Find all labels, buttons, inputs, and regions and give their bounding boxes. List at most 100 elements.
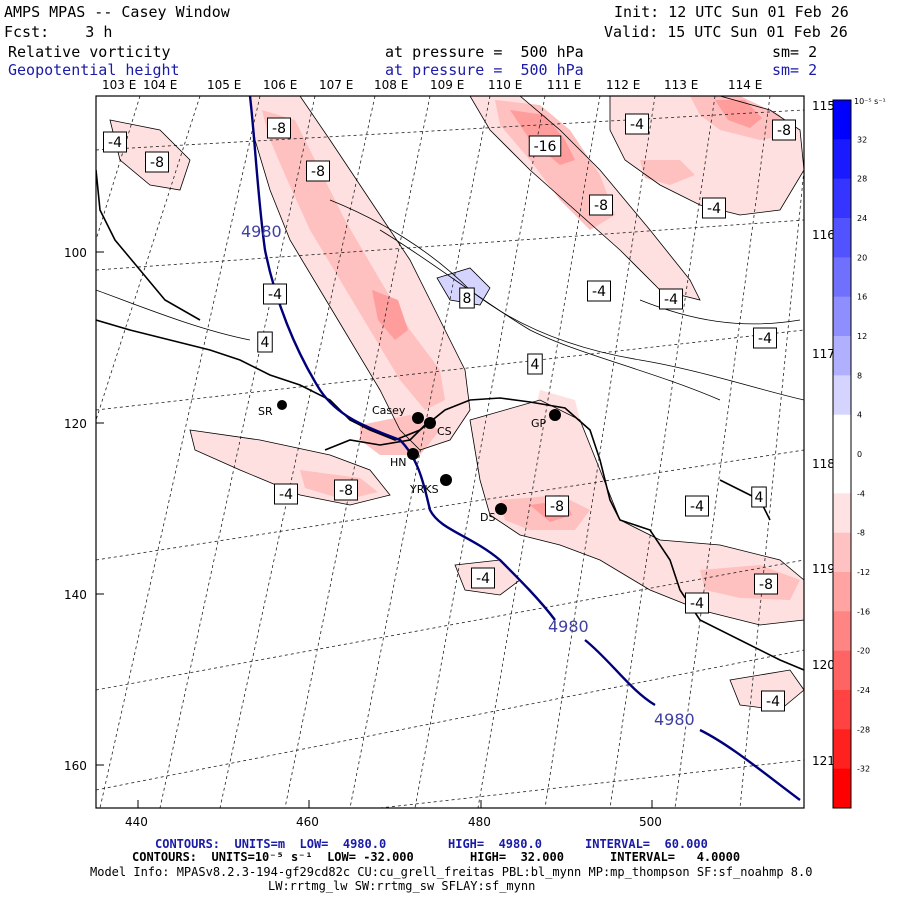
vorticity-label: -8 [754,573,778,595]
vorticity-label-box [545,495,569,517]
plot-frame [95,95,805,809]
vorticity-label: 4 [257,331,273,353]
color-bar-label: 24 [857,214,867,223]
color-bar-swatch [833,611,851,652]
left-tick-label: 120 [64,417,87,431]
vorticity-label-box [528,135,562,157]
color-bar-label: 20 [857,253,867,262]
vorticity-label-text: -4 [630,117,644,133]
vorticity-label: -8 [772,119,796,141]
color-bar-swatch [833,532,851,573]
footer-height-contours: CONTOURS: UNITS=m LOW= 4980.0 [155,837,387,851]
vorticity-label-box [274,483,298,505]
field2-smoothing: sm= 2 [772,61,818,79]
vorticity-label-text: -8 [150,155,164,171]
vorticity-label-text: -4 [690,596,704,612]
color-bar-label: -8 [857,529,865,538]
lon-label: 103 E [102,78,136,92]
vorticity-label: 4 [527,353,543,375]
lon-label: 112 E [606,78,640,92]
color-bar-label: -28 [857,725,870,734]
color-bar-label: -16 [857,607,870,616]
vorticity-label: -4 [471,567,495,589]
station-dot-yrks [440,474,452,486]
vorticity-label-text: -4 [279,487,293,503]
vorticity-contour-labels: -4 -8 -8 -8 -16 -4 -8 -8 -4 8 -4 -4 -4 4 -4 4 -4 -8 -8 -4 -4… [103,113,796,712]
color-bar-frame [832,99,852,809]
left-tick-label: 140 [64,588,87,602]
bottom-tick-label: 440 [125,815,148,829]
vorticity-label-box [772,119,796,141]
color-bar-swatch [833,139,851,180]
vorticity-label-box [527,353,543,375]
color-bar-label: 28 [857,175,867,184]
color-bar-swatch [833,493,851,534]
height-contour-4980 [248,96,801,801]
station-label-gp: GP [531,417,547,430]
vorticity-label-box [659,288,683,310]
height-contour-labels: 4980 4980 4980 [241,222,695,729]
vorticity-label: -8 [334,479,358,501]
vorticity-label-box [751,486,767,508]
vorticity-label-box [587,280,611,302]
field2-level: at pressure = 500 hPa [385,61,584,79]
vorticity-contours [96,96,804,711]
color-bar-swatch [833,454,851,494]
vorticity-label-text: -4 [108,135,122,151]
color-bar-label: -32 [857,765,870,774]
station-label-casey: Casey [372,404,406,417]
left-tick-label: 100 [64,246,87,260]
vorticity-label: -8 [145,151,169,173]
footer-model-info: Model Info: MPASv8.2.3-194-gf29cd82c CU:… [90,865,813,879]
station-dot-ds [495,503,507,515]
lon-label: 114 E [728,78,762,92]
lon-label: 108 E [374,78,408,92]
field1-level: at pressure = 500 hPa [385,43,584,61]
lon-label: 110 E [488,78,522,92]
color-bar-swatch [833,178,851,219]
height-label: 4980 [654,710,695,729]
vorticity-label: -4 [263,283,287,305]
station-dot-sr [277,400,287,410]
vorticity-label: -8 [306,160,330,182]
vorticity-label-box [685,592,709,614]
forecast-hour: Fcst: 3 h [4,23,113,41]
vorticity-label-text: -8 [311,164,325,180]
vorticity-label-text: -4 [758,331,772,347]
height-label: 4980 [241,222,282,241]
vorticity-label-box [471,567,495,589]
color-bar-swatch [833,650,851,691]
vorticity-label-text: 4 [261,335,270,351]
vorticity-label-text: -4 [592,284,606,300]
bottom-tick-label: 460 [296,815,319,829]
color-bar-label: 12 [857,332,867,341]
color-bar-swatch [833,690,851,730]
vorticity-label-box [625,113,649,135]
vorticity-label: -4 [274,483,298,505]
vorticity-label-box [145,151,169,173]
vorticity-label-text: 4 [755,490,764,506]
color-bar-swatch [833,100,851,140]
lon-label: 113 E [664,78,698,92]
color-bar-swatch [833,414,851,455]
vorticity-label-text: -8 [777,123,791,139]
init-time: Init: 12 UTC Sun 01 Feb 26 [614,3,849,21]
field1-name: Relative vorticity [8,43,171,61]
vorticity-label-box [685,495,709,517]
vorticity-label: -4 [625,113,649,135]
vorticity-label: -4 [685,495,709,517]
left-axis-ticks [96,251,653,808]
vorticity-label-text: 8 [463,291,472,307]
color-bar-swatch [833,336,851,376]
color-bar-swatch [833,218,851,258]
vorticity-label-text: -4 [707,201,721,217]
vorticity-label-box [753,327,777,349]
color-bar-swatch [833,768,851,809]
color-bar-label: 16 [857,293,867,302]
vorticity-label-box [257,331,273,353]
station-dot-gp [549,409,561,421]
color-bar-label: -12 [857,568,870,577]
station-label-yrks: YRKS [409,483,439,496]
model-title: AMPS MPAS -- Casey Window [4,3,230,21]
